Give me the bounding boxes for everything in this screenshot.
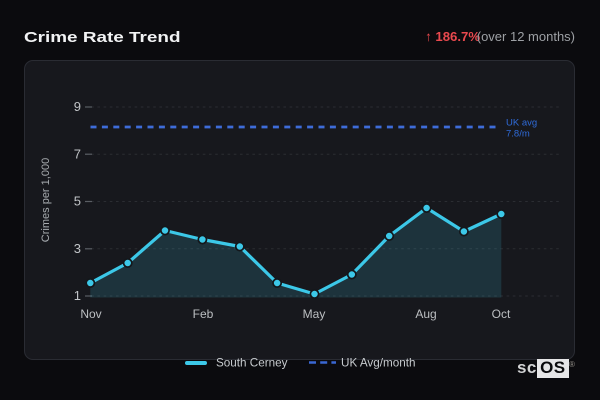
svg-text:7: 7 [74, 146, 81, 161]
svg-text:1: 1 [74, 288, 81, 303]
svg-text:South Cerney: South Cerney [216, 357, 288, 370]
svg-text:5: 5 [74, 194, 81, 209]
svg-text:May: May [303, 307, 326, 321]
svg-text:Crimes per 1,000: Crimes per 1,000 [40, 158, 52, 242]
svg-text:9: 9 [74, 99, 81, 114]
svg-text:7.8/m: 7.8/m [506, 129, 530, 140]
svg-text:UK Avg/month: UK Avg/month [341, 357, 416, 370]
svg-text:Feb: Feb [193, 307, 214, 321]
svg-text:3: 3 [74, 241, 81, 256]
svg-text:UK avg: UK avg [506, 118, 537, 129]
svg-text:Oct: Oct [492, 307, 511, 321]
svg-text:Nov: Nov [80, 307, 101, 321]
svg-text:Aug: Aug [415, 307, 436, 321]
